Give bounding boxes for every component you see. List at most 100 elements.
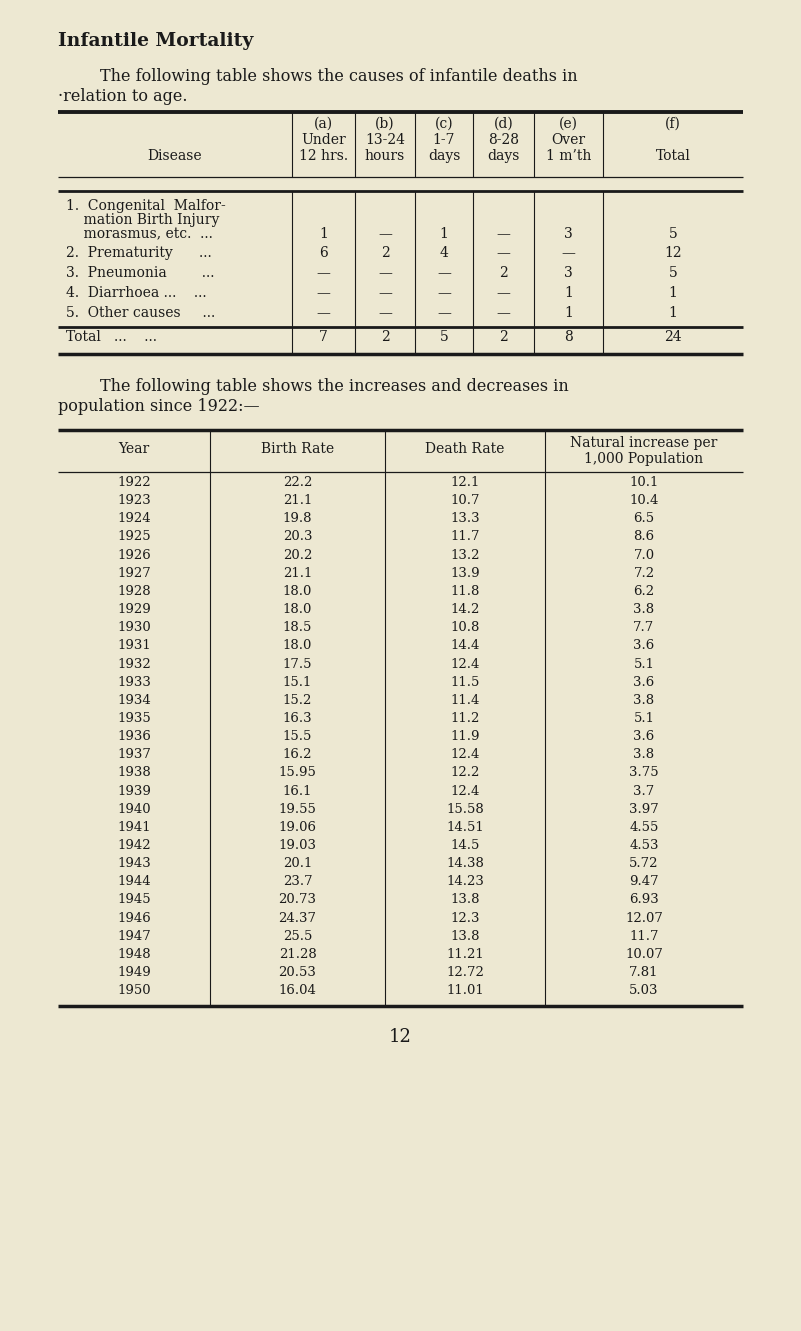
Text: 5: 5 <box>669 266 678 280</box>
Text: 5.1: 5.1 <box>634 658 654 671</box>
Text: 16.3: 16.3 <box>283 712 312 725</box>
Text: 12.4: 12.4 <box>450 784 480 797</box>
Text: 11.01: 11.01 <box>446 984 484 997</box>
Text: 16.1: 16.1 <box>283 784 312 797</box>
Text: 1,000 Population: 1,000 Population <box>585 453 703 466</box>
Text: 1-7: 1-7 <box>433 133 455 146</box>
Text: 4.  Diarrhoea ...    ...: 4. Diarrhoea ... ... <box>66 286 207 299</box>
Text: 1.  Congenital  Malfor-: 1. Congenital Malfor- <box>66 200 226 213</box>
Text: 13.3: 13.3 <box>450 512 480 526</box>
Text: 14.38: 14.38 <box>446 857 484 870</box>
Text: 16.04: 16.04 <box>279 984 316 997</box>
Text: Over: Over <box>551 133 586 146</box>
Text: 13.8: 13.8 <box>450 930 480 942</box>
Text: 1936: 1936 <box>117 731 151 743</box>
Text: (b): (b) <box>375 117 395 130</box>
Text: —: — <box>437 266 451 280</box>
Text: 11.21: 11.21 <box>446 948 484 961</box>
Text: —: — <box>378 306 392 319</box>
Text: hours: hours <box>365 149 405 162</box>
Text: 24.37: 24.37 <box>279 912 316 925</box>
Text: 14.2: 14.2 <box>450 603 480 616</box>
Text: 6: 6 <box>319 246 328 260</box>
Text: 20.1: 20.1 <box>283 857 312 870</box>
Text: 1937: 1937 <box>117 748 151 761</box>
Text: 12.4: 12.4 <box>450 658 480 671</box>
Text: 10.4: 10.4 <box>630 494 658 507</box>
Text: 24: 24 <box>664 330 682 343</box>
Text: 1931: 1931 <box>117 639 151 652</box>
Text: 6.2: 6.2 <box>634 584 654 598</box>
Text: 23.7: 23.7 <box>283 876 312 888</box>
Text: Birth Rate: Birth Rate <box>261 442 334 457</box>
Text: population since 1922:—: population since 1922:— <box>58 398 260 415</box>
Text: 12: 12 <box>388 1029 412 1046</box>
Text: —: — <box>378 266 392 280</box>
Text: 12: 12 <box>664 246 682 260</box>
Text: days: days <box>428 149 461 162</box>
Text: 1: 1 <box>319 228 328 241</box>
Text: 1922: 1922 <box>117 476 151 488</box>
Text: 3.8: 3.8 <box>634 603 654 616</box>
Text: 14.51: 14.51 <box>446 821 484 833</box>
Text: 1926: 1926 <box>117 548 151 562</box>
Text: 2: 2 <box>499 330 508 343</box>
Text: 16.2: 16.2 <box>283 748 312 761</box>
Text: 1938: 1938 <box>117 767 151 780</box>
Text: 15.58: 15.58 <box>446 803 484 816</box>
Text: —: — <box>562 246 575 260</box>
Text: 12.72: 12.72 <box>446 966 484 980</box>
Text: 11.8: 11.8 <box>450 584 480 598</box>
Text: 6.5: 6.5 <box>634 512 654 526</box>
Text: morasmus, etc.  ...: morasmus, etc. ... <box>66 228 213 241</box>
Text: 4.53: 4.53 <box>630 839 658 852</box>
Text: 3.6: 3.6 <box>634 676 654 688</box>
Text: 10.8: 10.8 <box>450 622 480 634</box>
Text: 25.5: 25.5 <box>283 930 312 942</box>
Text: 12.07: 12.07 <box>625 912 663 925</box>
Text: (c): (c) <box>435 117 453 130</box>
Text: 21.28: 21.28 <box>279 948 316 961</box>
Text: 11.9: 11.9 <box>450 731 480 743</box>
Text: 21.1: 21.1 <box>283 567 312 580</box>
Text: 1: 1 <box>669 306 678 319</box>
Text: 19.06: 19.06 <box>279 821 316 833</box>
Text: 15.95: 15.95 <box>279 767 316 780</box>
Text: —: — <box>316 306 331 319</box>
Text: 3.6: 3.6 <box>634 639 654 652</box>
Text: ·relation to age.: ·relation to age. <box>58 88 187 105</box>
Text: 3.8: 3.8 <box>634 693 654 707</box>
Text: 9.47: 9.47 <box>630 876 658 888</box>
Text: 1943: 1943 <box>117 857 151 870</box>
Text: Natural increase per: Natural increase per <box>570 437 718 450</box>
Text: 1933: 1933 <box>117 676 151 688</box>
Text: 1925: 1925 <box>117 531 151 543</box>
Text: 1929: 1929 <box>117 603 151 616</box>
Text: —: — <box>497 246 510 260</box>
Text: 5.1: 5.1 <box>634 712 654 725</box>
Text: 10.07: 10.07 <box>625 948 663 961</box>
Text: 13-24: 13-24 <box>365 133 405 146</box>
Text: 17.5: 17.5 <box>283 658 312 671</box>
Text: 1950: 1950 <box>117 984 151 997</box>
Text: 1930: 1930 <box>117 622 151 634</box>
Text: 6.93: 6.93 <box>629 893 659 906</box>
Text: 1 m’th: 1 m’th <box>545 149 591 162</box>
Text: 1942: 1942 <box>117 839 151 852</box>
Text: 1947: 1947 <box>117 930 151 942</box>
Text: (e): (e) <box>559 117 578 130</box>
Text: 22.2: 22.2 <box>283 476 312 488</box>
Text: 1946: 1946 <box>117 912 151 925</box>
Text: 1945: 1945 <box>117 893 151 906</box>
Text: 5: 5 <box>440 330 449 343</box>
Text: 1: 1 <box>669 286 678 299</box>
Text: —: — <box>497 286 510 299</box>
Text: 7.0: 7.0 <box>634 548 654 562</box>
Text: 5: 5 <box>669 228 678 241</box>
Text: 1923: 1923 <box>117 494 151 507</box>
Text: (f): (f) <box>665 117 681 130</box>
Text: 11.7: 11.7 <box>450 531 480 543</box>
Text: 19.55: 19.55 <box>279 803 316 816</box>
Text: 20.2: 20.2 <box>283 548 312 562</box>
Text: 7.81: 7.81 <box>630 966 658 980</box>
